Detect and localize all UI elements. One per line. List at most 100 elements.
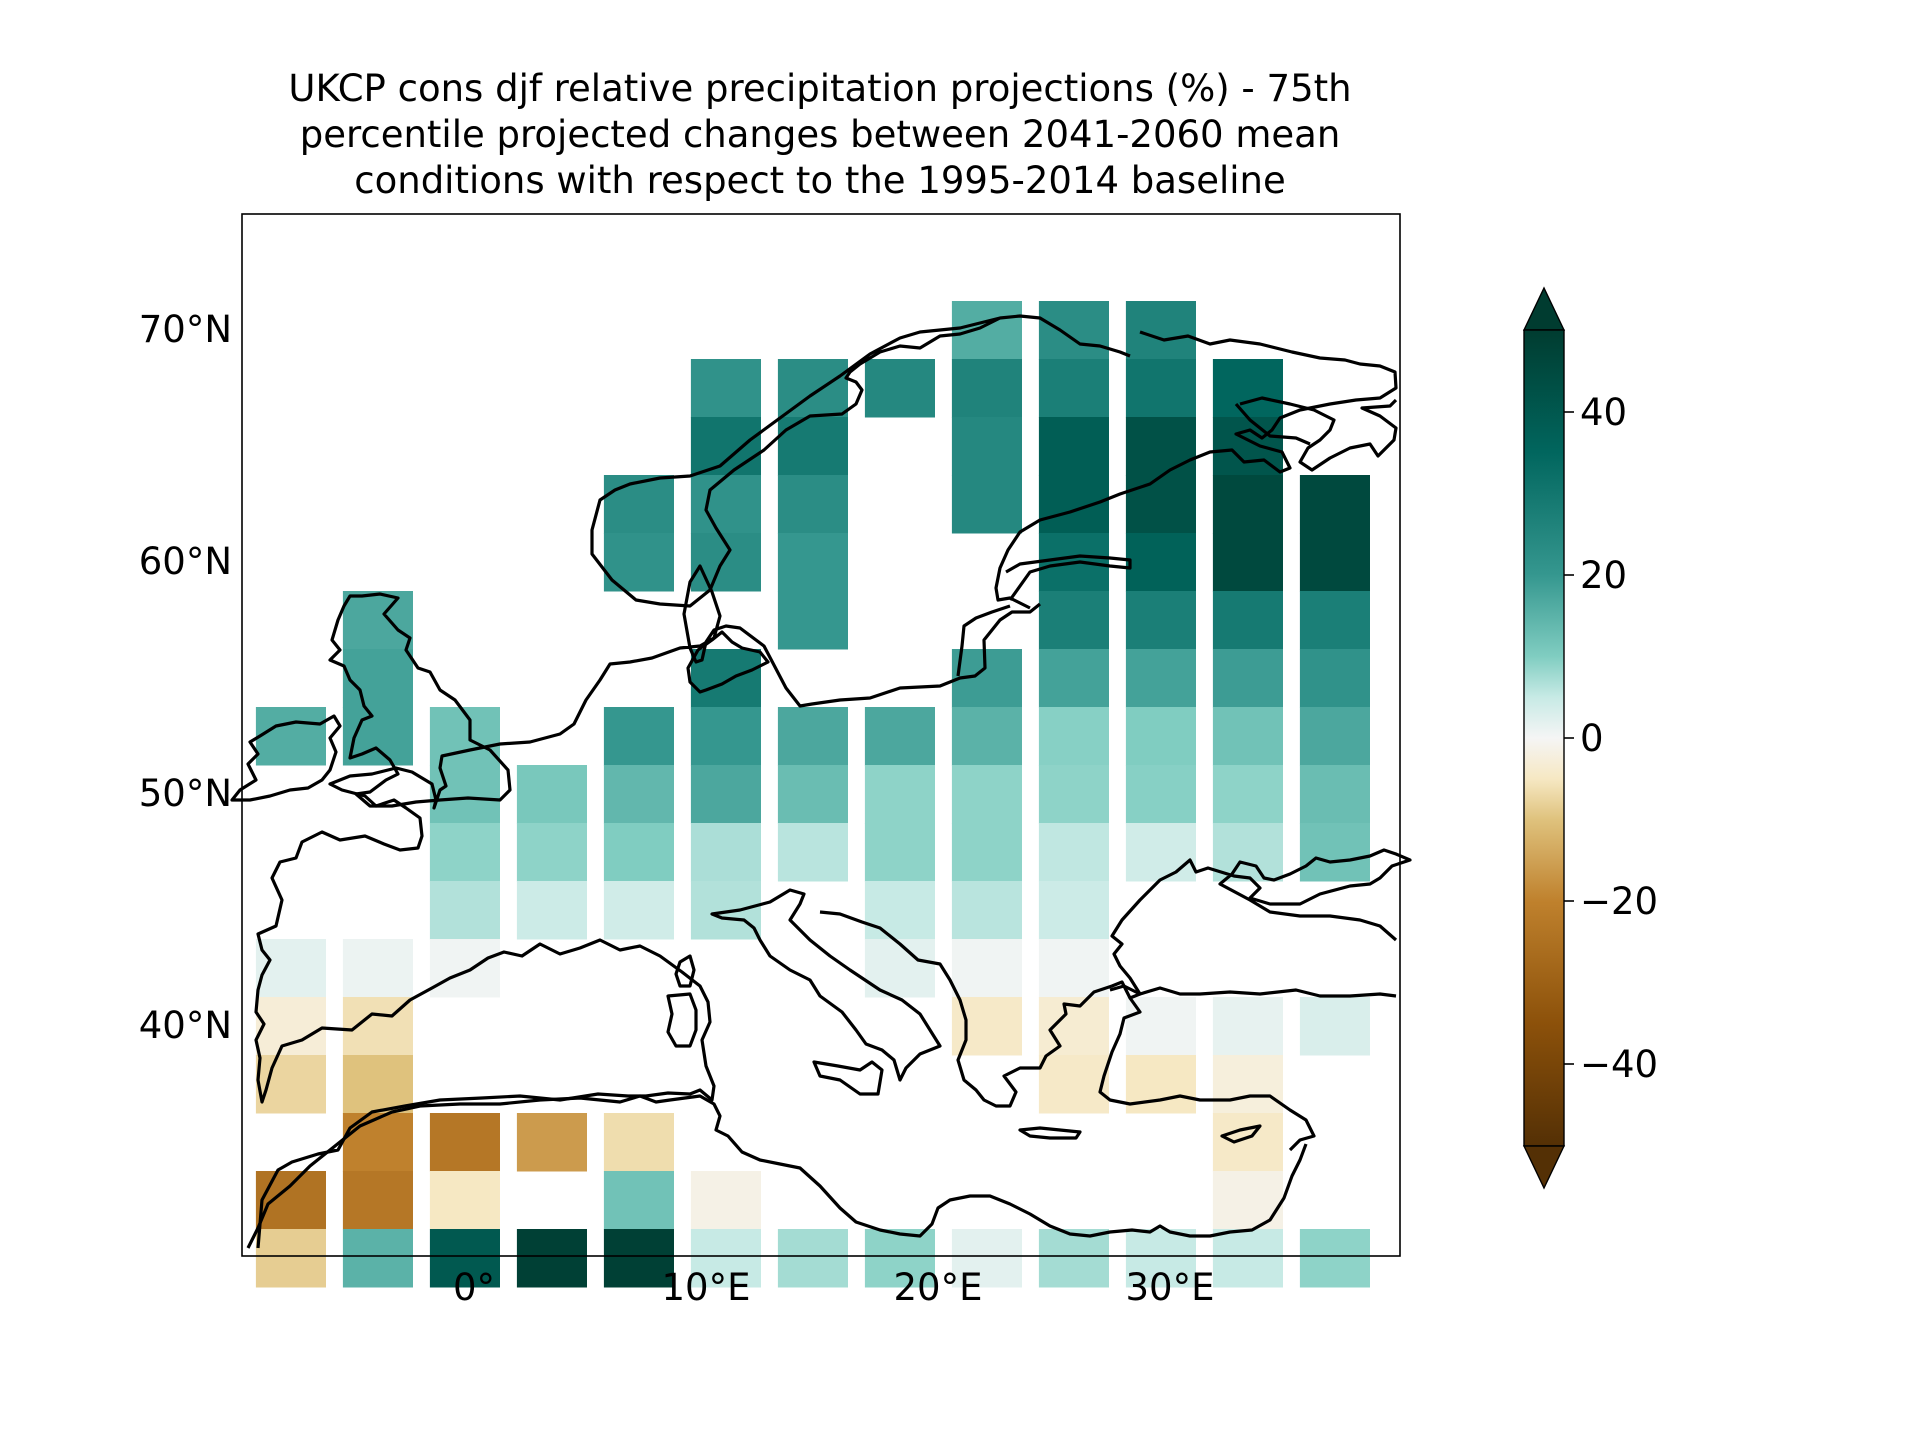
- grid-cell: [1212, 1229, 1283, 1288]
- grid-cell: [1299, 533, 1370, 592]
- grid-cell: [342, 939, 413, 998]
- grid-cell: [1212, 475, 1283, 534]
- title-line-1: UKCP cons djf relative precipitation pro…: [288, 67, 1352, 110]
- grid-cell: [342, 649, 413, 708]
- grid-cell: [516, 765, 587, 824]
- grid-cell: [1212, 997, 1283, 1056]
- grid-cell: [1038, 649, 1109, 708]
- grid-cell: [1038, 707, 1109, 766]
- x-tick-label: 20°E: [894, 1266, 983, 1309]
- grid-cell: [429, 823, 500, 882]
- grid-cell: [777, 359, 848, 418]
- colorbar-extend-max: [1522, 286, 1566, 331]
- grid-cell: [1125, 707, 1196, 766]
- grid-cell: [255, 997, 326, 1056]
- y-tick-label: 50°N: [139, 772, 232, 815]
- colorbar-tick-label: 20: [1580, 554, 1627, 597]
- grid-cell: [951, 359, 1022, 418]
- grid-cell: [429, 1229, 500, 1288]
- grid-cell: [1038, 765, 1109, 824]
- y-tick-label: 60°N: [139, 540, 232, 583]
- title-line-2: percentile projected changes between 204…: [299, 113, 1341, 156]
- grid-cell: [777, 1229, 848, 1288]
- coastline-finland: [994, 330, 1398, 610]
- grid-cell: [1125, 475, 1196, 534]
- coastline-balkans: [819, 848, 1412, 1108]
- coastline-denmark: [686, 630, 770, 694]
- coastline-gulf-finland: [1005, 554, 1132, 601]
- grid-cell: [864, 1229, 935, 1288]
- grid-cell: [1212, 359, 1283, 418]
- grid-cell: [255, 1229, 326, 1288]
- grid-cell: [342, 1113, 413, 1172]
- grid-cell: [864, 707, 935, 766]
- grid-cell: [1299, 591, 1370, 650]
- grid-cell: [777, 823, 848, 882]
- grid-cell: [1212, 1113, 1283, 1172]
- grid-cell: [603, 707, 674, 766]
- grid-cell: [864, 359, 935, 418]
- grid-cell: [516, 881, 587, 940]
- grid-cell: [864, 823, 935, 882]
- colorbar-tick-label: 0: [1580, 717, 1604, 760]
- coastlines: [230, 314, 1412, 1249]
- grid-cell: [1125, 591, 1196, 650]
- grid-cell: [1212, 649, 1283, 708]
- grid-cell: [777, 417, 848, 476]
- grid-cell: [516, 1229, 587, 1288]
- grid-cell: [1125, 823, 1196, 882]
- grid-cell: [1038, 301, 1109, 360]
- colorbar-tick-label: 40: [1580, 391, 1627, 434]
- grid-cell: [342, 1055, 413, 1114]
- grid-cell: [1125, 1229, 1196, 1288]
- coastline-north-africa: [246, 1094, 1308, 1249]
- grid-cell: [603, 1229, 674, 1288]
- grid-cell: [1038, 591, 1109, 650]
- coastline-ireland: [230, 714, 342, 802]
- grid-cell: [1125, 765, 1196, 824]
- x-tick-label: 30°E: [1126, 1266, 1215, 1309]
- x-tick-label: 0°: [453, 1266, 495, 1309]
- grid-cell: [864, 881, 935, 940]
- grid-cell: [429, 939, 500, 998]
- grid-cell: [690, 359, 761, 418]
- grid-cell: [1125, 359, 1196, 418]
- grid-cell: [603, 1171, 674, 1230]
- grid-cell: [603, 475, 674, 534]
- grid-cell: [690, 707, 761, 766]
- grid-cell: [255, 1171, 326, 1230]
- grid-cell: [1212, 1171, 1283, 1230]
- grid-cell: [603, 881, 674, 940]
- coastline-crete: [1018, 1126, 1082, 1140]
- coastline-kola: [1234, 396, 1398, 472]
- grid-cell: [1125, 417, 1196, 476]
- grid-cell: [951, 939, 1022, 998]
- grid-cell: [1038, 1229, 1109, 1288]
- grid-cell: [1038, 881, 1109, 940]
- grid-cell: [1299, 649, 1370, 708]
- grid-cell: [1212, 765, 1283, 824]
- coastline-scandinavia: [590, 314, 1131, 608]
- grid-cell: [1125, 533, 1196, 592]
- coastline-turkey: [1098, 984, 1397, 1152]
- grid-cell: [690, 881, 761, 940]
- grid-cell: [951, 765, 1022, 824]
- grid-cell: [429, 881, 500, 940]
- grid-cell: [255, 707, 326, 766]
- grid-cell: [777, 591, 848, 650]
- chart-title: UKCP cons djf relative precipitation pro…: [150, 66, 1490, 204]
- grid-cell: [1038, 823, 1109, 882]
- grid-cell: [951, 301, 1022, 360]
- grid-cell: [1212, 591, 1283, 650]
- grid-cell: [951, 475, 1022, 534]
- coastline-sicily: [812, 1060, 884, 1096]
- colorbar-tick-label: −40: [1580, 1043, 1658, 1086]
- grid-cell: [1038, 939, 1109, 998]
- axis-tick-labels: 70°N 60°N 50°N 40°N 0° 10°E 20°E 30°E: [139, 308, 1215, 1309]
- grid-cell: [342, 1171, 413, 1230]
- grid-cell: [255, 939, 326, 998]
- grid-cell: [690, 475, 761, 534]
- grid-cell: [1299, 765, 1370, 824]
- grid-cell: [1299, 707, 1370, 766]
